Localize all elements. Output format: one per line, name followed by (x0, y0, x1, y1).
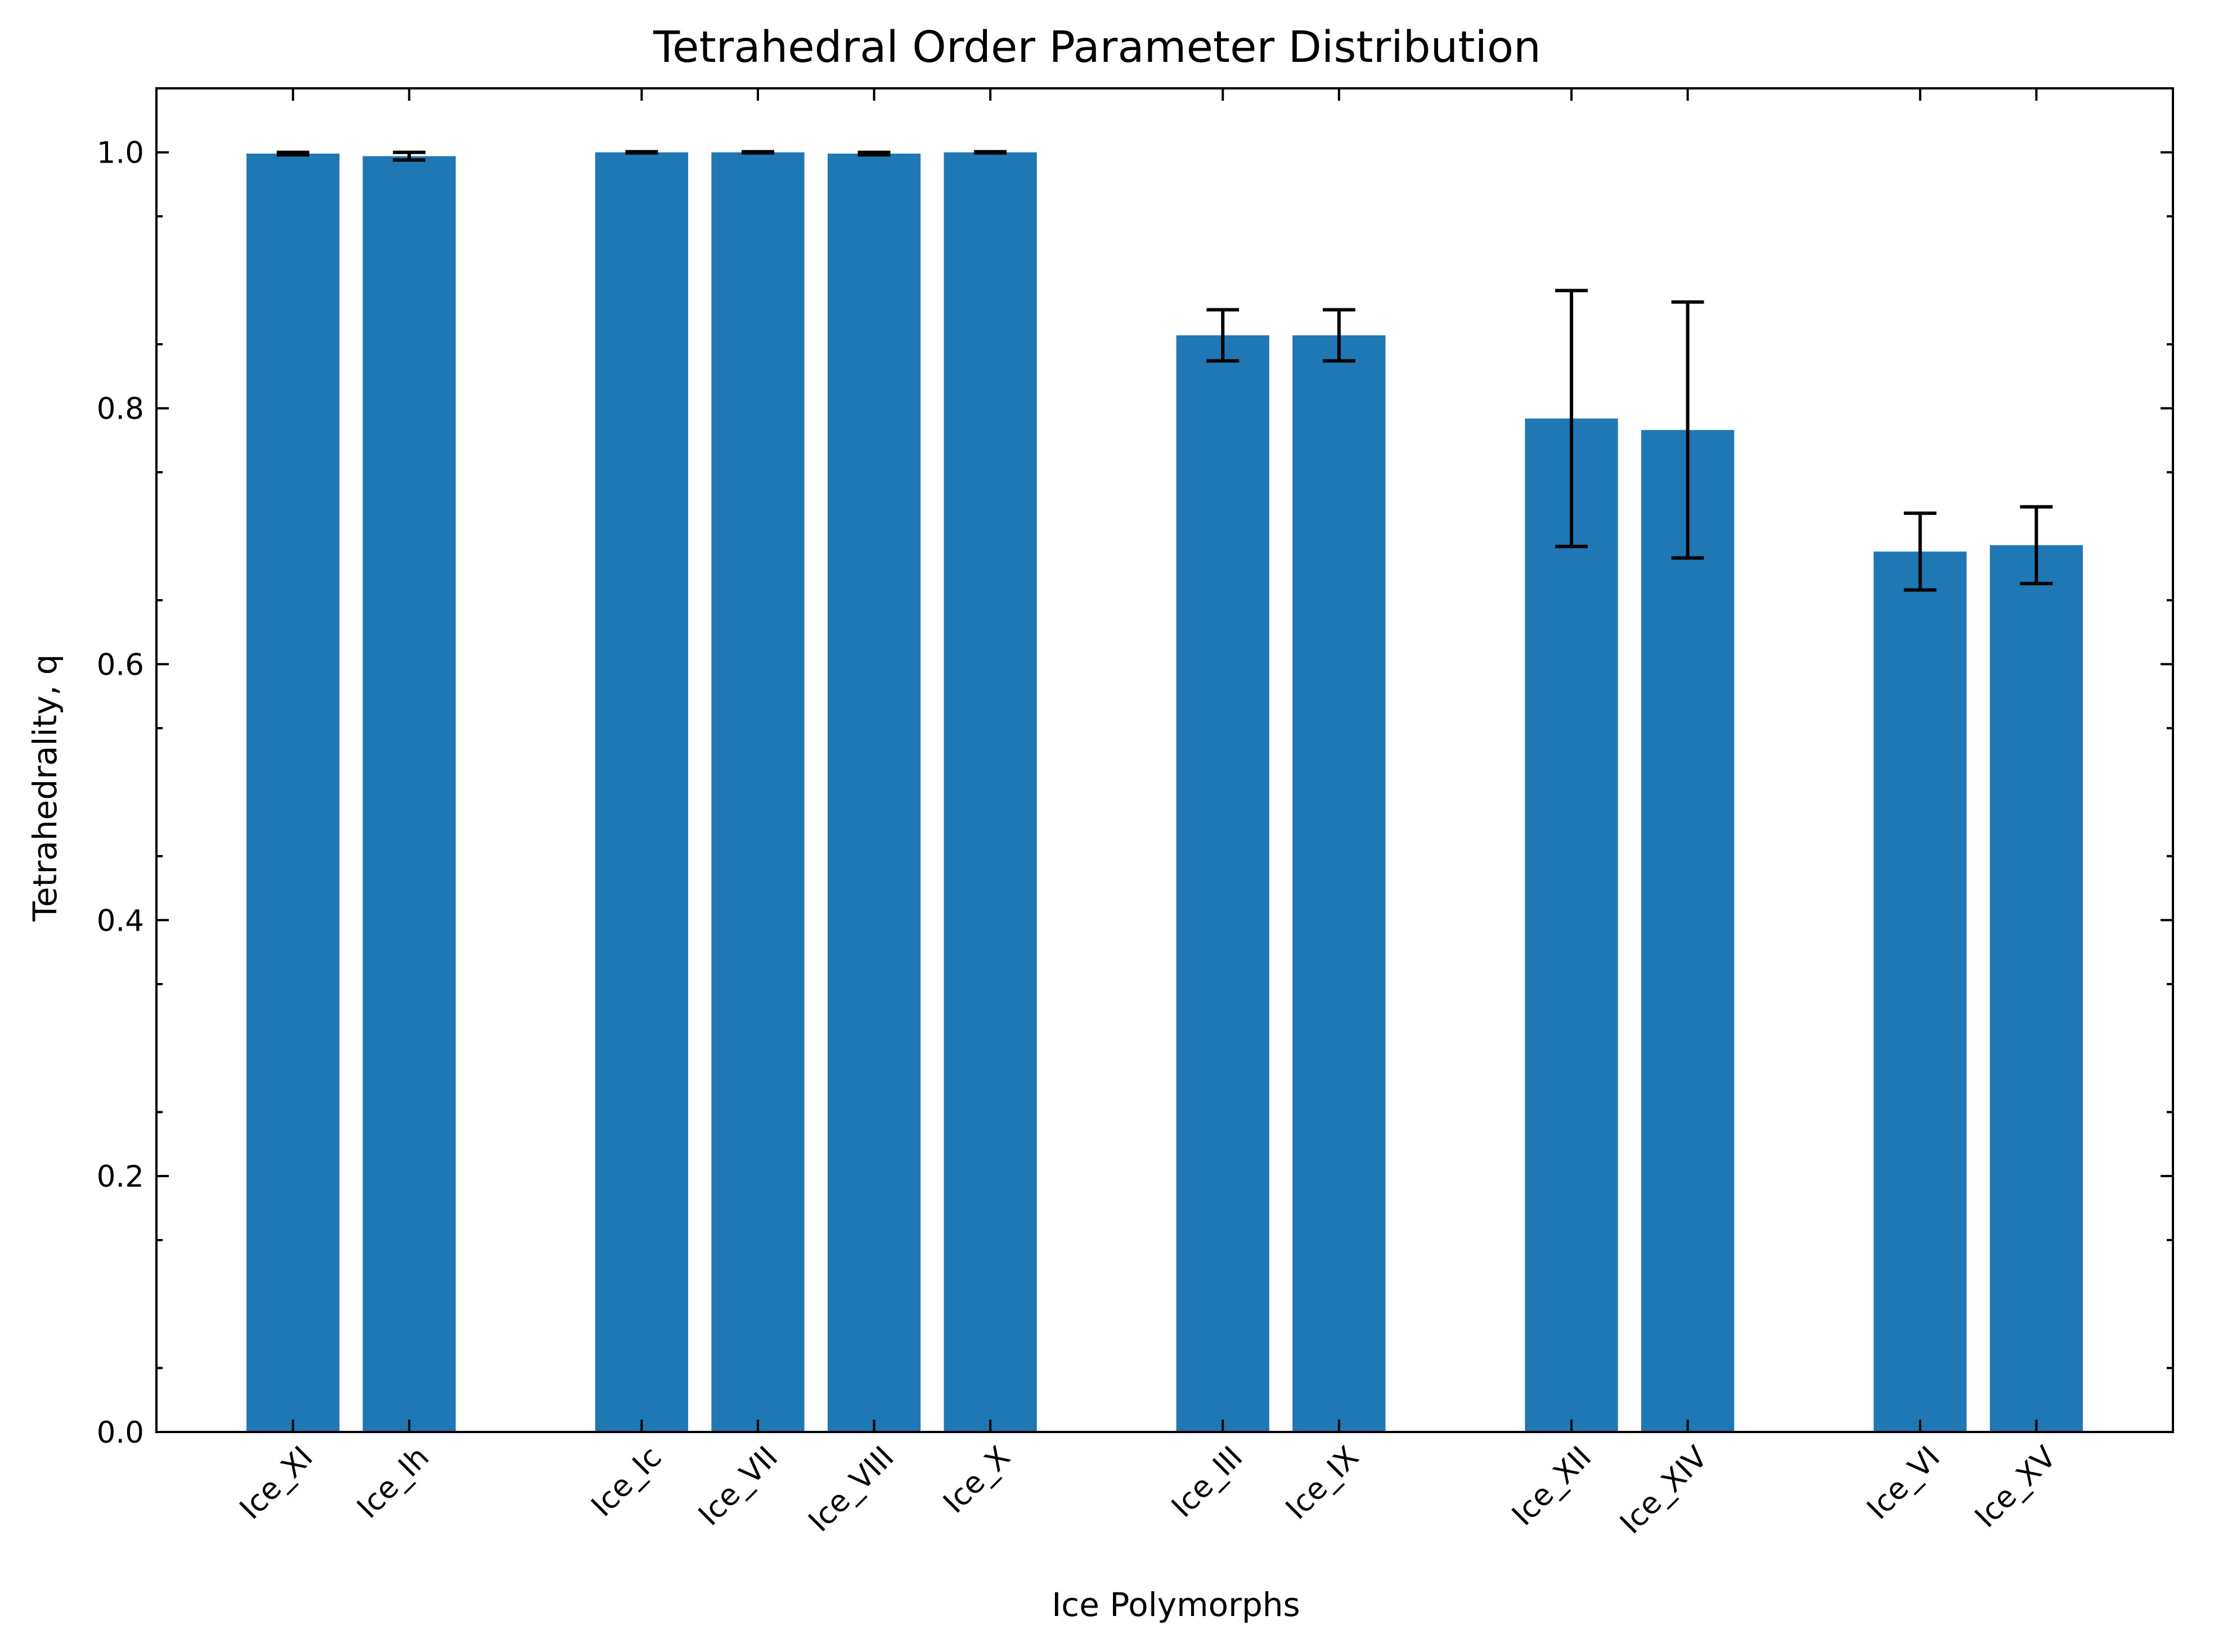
bar (1176, 335, 1269, 1432)
x-tick-label: Ice_III (1165, 1440, 1250, 1524)
chart-title: Tetrahedral Order Parameter Distribution (653, 23, 1541, 73)
bar (246, 153, 340, 1433)
x-tick-label: Ice_XII (1506, 1440, 1598, 1532)
bar (827, 153, 921, 1433)
x-tick-label: Ice_IX (1279, 1440, 1366, 1526)
error-bars-layer (276, 150, 2053, 592)
x-tick-label: Ice_Ic (585, 1440, 668, 1523)
y-tick-label: 0.8 (97, 392, 144, 427)
y-axis: 0.0 0.2 0.4 0.6 0.8 1.0 (97, 87, 2173, 1450)
x-tick-label: Ice_VII (692, 1440, 784, 1532)
bars-layer (246, 152, 2083, 1433)
y-tick-label: 1.0 (97, 136, 144, 170)
y-tick-label: 0.4 (97, 904, 144, 938)
x-tick-label: Ice_XI (233, 1440, 320, 1526)
y-axis-label: Tetrahedrality, q (26, 654, 64, 922)
y-tick-label: 0.6 (97, 648, 144, 682)
plot-frame (155, 87, 2174, 1433)
bar (1292, 335, 1386, 1432)
bar (1874, 551, 1967, 1432)
y-tick-label: 0.0 (97, 1416, 144, 1450)
bar (1641, 430, 1735, 1432)
bar (362, 156, 456, 1433)
x-tick-label: Ice_Ih (351, 1440, 435, 1525)
x-tick-label: Ice_VI (1861, 1440, 1947, 1526)
x-tick-label: Ice_XIV (1614, 1440, 1714, 1541)
x-axis-label: Ice Polymorphs (1052, 1586, 1300, 1624)
y-tick-label: 0.2 (97, 1160, 144, 1194)
bar (1990, 545, 2083, 1433)
x-tick-label: Ice_VIII (802, 1440, 900, 1538)
bar (1525, 418, 1618, 1433)
x-tick-label: Ice_XV (1969, 1440, 2063, 1534)
bar (711, 152, 805, 1432)
bar (595, 152, 689, 1432)
x-axis: Ice_XI Ice_Ih Ice_Ic Ice_VII Ice_VIII Ice_X Ic… (233, 88, 2063, 1541)
bar (944, 152, 1037, 1432)
x-tick-label: Ice_X (937, 1440, 1017, 1520)
